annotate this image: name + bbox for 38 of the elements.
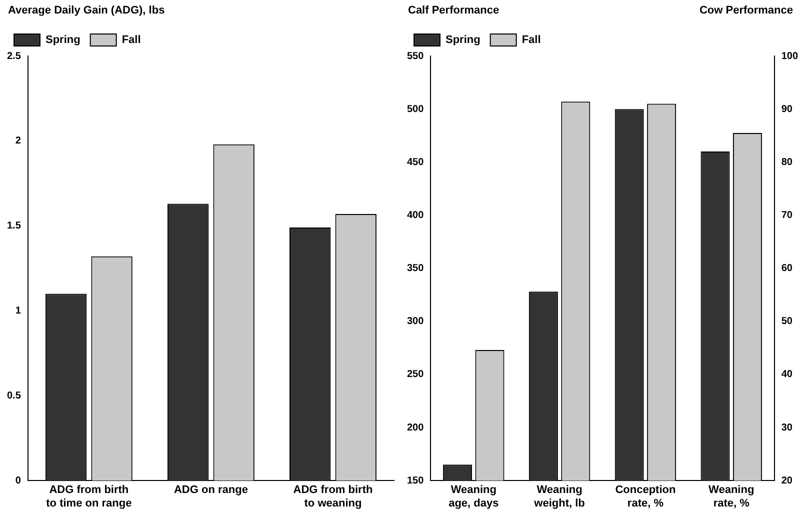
y-tick-label: 1.5 <box>6 220 22 232</box>
y-tick-label: 350 <box>406 263 424 274</box>
y2-tick-label: 70 <box>781 210 793 221</box>
y-tick-label: 450 <box>406 156 424 168</box>
x-tick-label: ADG on range <box>174 484 248 496</box>
y-tick-label: 0.5 <box>6 390 22 402</box>
y-axis-title: Calf Performance <box>408 4 500 17</box>
x-tick-label: ADG from birth to time on range <box>46 484 132 510</box>
y2-tick-label: 40 <box>781 369 793 380</box>
y-axis-title: Average Daily Gain (ADG), lbs <box>8 4 165 17</box>
y-tick-label: 150 <box>406 475 424 486</box>
legend-label: Fall <box>122 34 141 46</box>
y2-tick-label: 90 <box>781 104 793 115</box>
x-tick-label: ADG from birth to weaning <box>293 484 373 510</box>
y-tick-label: 0 <box>15 475 22 486</box>
y-tick-label: 300 <box>406 316 424 328</box>
y-tick-label: 2.5 <box>6 50 22 62</box>
y-tick-label: 500 <box>406 104 424 115</box>
x-tick-label: Weaning age, days <box>448 484 499 510</box>
y2-tick-label: 50 <box>781 316 793 328</box>
y-tick-label: 200 <box>406 422 424 434</box>
y2-tick-label: 30 <box>781 422 793 434</box>
y-tick-label: 1 <box>15 306 22 317</box>
y-tick-label: 250 <box>406 369 424 380</box>
y-tick-label: 2 <box>15 136 22 147</box>
y-tick-label: 550 <box>406 50 424 62</box>
y2-tick-label: 80 <box>781 156 793 168</box>
legend-label: Fall <box>522 34 541 46</box>
x-tick-label: Weaning rate, % <box>708 484 754 510</box>
y2-tick-label: 100 <box>781 50 798 62</box>
y2-axis-title: Cow Performance <box>699 4 793 17</box>
x-tick-label: Conception rate, % <box>615 484 676 510</box>
legend-label: Spring <box>46 34 80 46</box>
y2-tick-label: 60 <box>781 263 793 274</box>
legend-label: Spring <box>446 34 480 46</box>
y-tick-label: 400 <box>406 210 424 221</box>
y2-tick-label: 20 <box>781 475 793 486</box>
x-tick-label: Weaning weight, lb <box>533 484 586 510</box>
